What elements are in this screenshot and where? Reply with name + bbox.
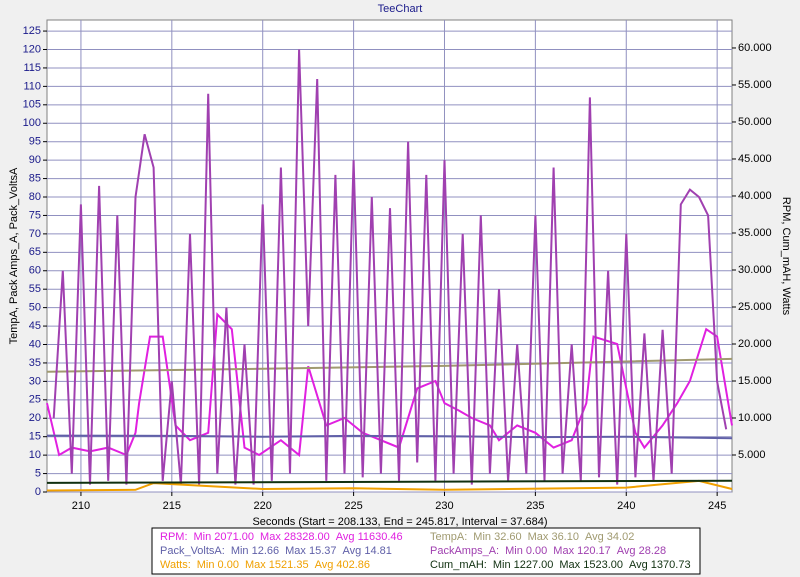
legend-stat: Max 1521.35 bbox=[245, 559, 309, 571]
y-tick-label: 105 bbox=[23, 99, 41, 111]
series-line bbox=[52, 49, 728, 485]
y-tick-label: 0 bbox=[35, 486, 41, 498]
legend-stat: Avg 11630.46 bbox=[336, 531, 403, 543]
y-tick-label: 55 bbox=[29, 283, 41, 295]
x-tick-label: 225 bbox=[344, 500, 362, 512]
y2-tick-label: 40.000 bbox=[738, 190, 772, 202]
legend-entry: Watts: Min 0.00 Max 1521.35 Avg 402.86 bbox=[160, 559, 370, 571]
legend-entry: PackAmps_A: Min 0.00 Max 120.17 Avg 28.28 bbox=[430, 545, 666, 557]
y2-tick-label: 5.000 bbox=[738, 449, 766, 461]
legend-name: Pack_VoltsA: bbox=[160, 545, 225, 557]
y-tick-label: 70 bbox=[29, 228, 41, 240]
y2-axis-label: RPM, Cum_mAH, Watts bbox=[780, 197, 792, 316]
legend-stat: Min 0.00 bbox=[505, 545, 547, 557]
y-tick-label: 10 bbox=[29, 449, 41, 461]
legend-name: TempA: bbox=[430, 531, 467, 543]
legend-name: Watts: bbox=[160, 559, 191, 571]
legend bbox=[151, 527, 701, 575]
y2-tick-label: 30.000 bbox=[738, 264, 772, 276]
y2-tick-label: 20.000 bbox=[738, 338, 772, 350]
series-line bbox=[46, 434, 733, 440]
x-tick-label: 215 bbox=[163, 500, 181, 512]
legend-name: Cum_mAH: bbox=[430, 559, 487, 571]
chart-title: TeeChart bbox=[378, 3, 423, 15]
y-tick-label: 75 bbox=[29, 209, 41, 221]
legend-stat: Avg 402.86 bbox=[315, 559, 370, 571]
legend-stat: Max 1523.00 bbox=[559, 559, 623, 571]
legend-stat: Min 1227.00 bbox=[493, 559, 554, 571]
y2-tick-label: 25.000 bbox=[738, 301, 772, 313]
y2-tick-label: 50.000 bbox=[738, 116, 772, 128]
legend-entry: RPM: Min 2071.00 Max 28328.00 Avg 11630.46 bbox=[160, 531, 403, 543]
y-tick-label: 45 bbox=[29, 320, 41, 332]
legend-stat: Max 120.17 bbox=[553, 545, 610, 557]
y2-tick-label: 10.000 bbox=[738, 412, 772, 424]
legend-stat: Avg 34.02 bbox=[585, 531, 634, 543]
y2-tick-label: 15.000 bbox=[738, 375, 772, 387]
y-tick-label: 40 bbox=[29, 338, 41, 350]
x-tick-label: 245 bbox=[708, 500, 726, 512]
legend-stat: Avg 28.28 bbox=[617, 545, 666, 557]
legend-name: RPM: bbox=[160, 531, 188, 543]
y-tick-label: 115 bbox=[23, 62, 41, 74]
legend-stat: Avg 14.81 bbox=[343, 545, 392, 557]
x-tick-label: 230 bbox=[435, 500, 453, 512]
x-tick-label: 210 bbox=[72, 500, 90, 512]
legend-stat: Min 12.66 bbox=[231, 545, 279, 557]
y-tick-label: 20 bbox=[29, 412, 41, 424]
y-tick-label: 110 bbox=[23, 80, 41, 92]
legend-entry: TempA: Min 32.60 Max 36.10 Avg 34.02 bbox=[430, 531, 634, 543]
legend-stat: Min 0.00 bbox=[197, 559, 239, 571]
y-tick-label: 80 bbox=[29, 191, 41, 203]
legend-entry: Pack_VoltsA: Min 12.66 Max 15.37 Avg 14.81 bbox=[160, 545, 392, 557]
y-tick-label: 120 bbox=[23, 43, 41, 55]
y2-tick-label: 45.000 bbox=[738, 153, 772, 165]
y-tick-label: 35 bbox=[29, 357, 41, 369]
x-axis-label: Seconds (Start = 208.133, End = 245.817,… bbox=[252, 516, 547, 528]
x-tick-label: 220 bbox=[254, 500, 272, 512]
y-tick-label: 25 bbox=[29, 394, 41, 406]
y2-tick-label: 60.000 bbox=[738, 42, 772, 54]
y-tick-label: 5 bbox=[35, 467, 41, 479]
plot-area bbox=[46, 19, 733, 493]
y-tick-label: 90 bbox=[29, 154, 41, 166]
legend-stat: Avg 1370.73 bbox=[629, 559, 691, 571]
y-tick-label: 100 bbox=[23, 117, 41, 129]
y-tick-label: 65 bbox=[29, 246, 41, 258]
y-tick-label: 15 bbox=[29, 431, 41, 443]
y2-tick-label: 35.000 bbox=[738, 227, 772, 239]
y-tick-label: 95 bbox=[29, 136, 41, 148]
y2-tick-label: 55.000 bbox=[738, 79, 772, 91]
legend-stat: Min 32.60 bbox=[473, 531, 521, 543]
series-line bbox=[46, 312, 733, 457]
legend-stat: Max 28328.00 bbox=[260, 531, 330, 543]
y-tick-label: 30 bbox=[29, 375, 41, 387]
x-tick-label: 240 bbox=[617, 500, 635, 512]
legend-stat: Max 15.37 bbox=[285, 545, 336, 557]
y-tick-label: 60 bbox=[29, 265, 41, 277]
series-line bbox=[46, 479, 733, 492]
legend-entry: Cum_mAH: Min 1227.00 Max 1523.00 Avg 1370.7… bbox=[430, 559, 691, 571]
legend-stat: Min 2071.00 bbox=[194, 531, 255, 543]
y-tick-label: 85 bbox=[29, 172, 41, 184]
x-tick-label: 235 bbox=[526, 500, 544, 512]
y-tick-label: 50 bbox=[29, 302, 41, 314]
y-axis-label: TempA, Pack Amps_A, Pack_VoltsA bbox=[8, 167, 20, 344]
series-line bbox=[46, 479, 733, 484]
y-tick-label: 125 bbox=[23, 25, 41, 37]
legend-stat: Max 36.10 bbox=[528, 531, 579, 543]
legend-name: PackAmps_A: bbox=[430, 545, 499, 557]
